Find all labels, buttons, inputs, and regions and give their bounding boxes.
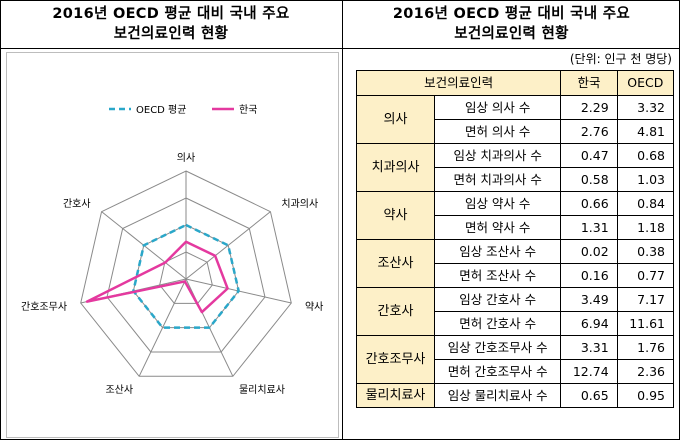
korea-value-cell: 3.49 xyxy=(560,287,618,312)
korea-value-cell: 0.65 xyxy=(560,383,618,408)
left-title-line2: 보건의료인력 현황 xyxy=(113,26,229,42)
legend-label: OECD 평균 xyxy=(136,104,186,116)
category-label: 치과의사 xyxy=(281,198,318,210)
table-header-row: 보건의료인력 한국 OECD xyxy=(355,70,675,96)
right-title: 2016년 OECD 평균 대비 국내 주요 보건의료인력 현황 xyxy=(343,4,680,44)
health-workforce-table: 보건의료인력 한국 OECD 의사 임상 의사 수 2.29 3.32 면허 의사 수 2.76… xyxy=(355,70,675,408)
occupation-cell: 물리치료사 xyxy=(356,383,435,408)
occupation-cell: 간호사 xyxy=(356,287,435,336)
table-row: 의사 임상 의사 수 2.29 3.32 xyxy=(356,95,675,144)
korea-value-cell: 1.31 xyxy=(560,215,618,240)
oecd-value-cell: 1.18 xyxy=(616,215,675,240)
korea-value-cell: 0.66 xyxy=(560,191,618,216)
oecd-value-cell: 11.61 xyxy=(616,311,675,336)
table-row: 면허 간호조무사 수 12.74 2.36 xyxy=(357,359,675,384)
category-label: 간호조무사 xyxy=(21,301,67,313)
item-cell: 임상 의사 수 xyxy=(433,95,562,120)
table-row: 간호조무사 임상 간호조무사 수 3.31 1.76 xyxy=(356,335,675,384)
oecd-value-cell: 4.81 xyxy=(616,119,675,144)
right-title-line1: 2016년 OECD 평균 대비 국내 주요 xyxy=(392,6,631,22)
table-row: 간호사 임상 간호사 수 3.49 7.17 xyxy=(356,287,675,336)
grid-ring xyxy=(80,170,292,377)
occupation-cell: 약사 xyxy=(356,191,435,240)
korea-value-cell: 0.02 xyxy=(560,239,618,264)
grid-ring xyxy=(106,197,266,353)
table-header-cell: 한국 xyxy=(560,70,618,96)
oecd-value-cell: 3.32 xyxy=(616,95,675,120)
item-cell: 임상 물리치료사 수 xyxy=(433,383,562,408)
oecd-value-cell: 1.03 xyxy=(616,167,675,192)
item-cell: 임상 치과의사 수 xyxy=(433,143,562,168)
korea-value-cell: 3.31 xyxy=(560,335,618,360)
item-cell: 면허 간호조무사 수 xyxy=(433,359,562,384)
korea-value-cell: 0.58 xyxy=(560,167,618,192)
table-row: 치과의사 임상 치과의사 수 0.47 0.68 xyxy=(356,143,675,192)
korea-value-cell: 2.29 xyxy=(560,95,618,120)
grid-spoke xyxy=(138,278,187,377)
item-cell: 면허 의사 수 xyxy=(433,119,562,144)
table-row: 면허 간호사 수 6.94 11.61 xyxy=(357,311,675,336)
table-row: 약사 임상 약사 수 0.66 0.84 xyxy=(356,191,675,240)
occupation-cell: 의사 xyxy=(356,95,435,144)
grid-spoke xyxy=(185,211,271,280)
series-oecd-line xyxy=(132,223,240,329)
oecd-value-cell: 2.36 xyxy=(616,359,675,384)
table-row: 면허 조산사 수 0.16 0.77 xyxy=(357,263,675,288)
table-row: 면허 약사 수 1.31 1.18 xyxy=(357,215,675,240)
oecd-value-cell: 0.95 xyxy=(616,383,675,408)
right-title-line2: 보건의료인력 현황 xyxy=(454,26,569,42)
unit-note: (단위: 인구 천 명당) xyxy=(569,52,672,66)
left-title-line1: 2016년 OECD 평균 대비 국내 주요 xyxy=(52,6,290,22)
oecd-value-cell: 1.76 xyxy=(616,335,675,360)
item-cell: 면허 간호사 수 xyxy=(433,311,562,336)
vertical-divider xyxy=(342,0,343,440)
category-label: 의사 xyxy=(177,152,195,164)
table-header-cell: 보건의료인력 xyxy=(355,70,562,96)
item-cell: 임상 간호사 수 xyxy=(433,287,562,312)
oecd-value-cell: 0.68 xyxy=(616,143,675,168)
oecd-value-cell: 0.38 xyxy=(616,239,675,264)
category-label: 물리치료사 xyxy=(239,384,285,396)
table-row: 면허 의사 수 2.76 4.81 xyxy=(357,119,675,144)
category-label: 간호사 xyxy=(63,198,91,210)
item-cell: 임상 약사 수 xyxy=(433,191,562,216)
grid-ring xyxy=(159,251,213,304)
oecd-value-cell: 7.17 xyxy=(616,287,675,312)
korea-value-cell: 2.76 xyxy=(560,119,618,144)
item-cell: 임상 조산사 수 xyxy=(433,239,562,264)
legend-label: 한국 xyxy=(239,104,257,116)
occupation-cell: 치과의사 xyxy=(356,143,435,192)
table-header-cell: OECD xyxy=(616,70,675,96)
category-label: 조산사 xyxy=(105,384,133,396)
item-cell: 임상 간호조무사 수 xyxy=(433,335,562,360)
korea-value-cell: 12.74 xyxy=(560,359,618,384)
table-row: 조산사 임상 조산사 수 0.02 0.38 xyxy=(356,239,675,288)
table-row: 물리치료사 임상 물리치료사 수 0.65 0.95 xyxy=(356,383,675,408)
header-divider xyxy=(0,48,680,49)
item-cell: 면허 조산사 수 xyxy=(433,263,562,288)
category-label: 약사 xyxy=(305,301,323,313)
series-korea-line xyxy=(85,240,229,314)
left-title: 2016년 OECD 평균 대비 국내 주요 보건의료인력 현황 xyxy=(0,4,342,44)
korea-value-cell: 0.16 xyxy=(560,263,618,288)
item-cell: 면허 약사 수 xyxy=(433,215,562,240)
korea-value-cell: 6.94 xyxy=(560,311,618,336)
oecd-value-cell: 0.77 xyxy=(616,263,675,288)
korea-value-cell: 0.47 xyxy=(560,143,618,168)
oecd-value-cell: 0.84 xyxy=(616,191,675,216)
item-cell: 면허 치과의사 수 xyxy=(433,167,562,192)
occupation-cell: 조산사 xyxy=(356,239,435,288)
occupation-cell: 간호조무사 xyxy=(356,335,435,384)
